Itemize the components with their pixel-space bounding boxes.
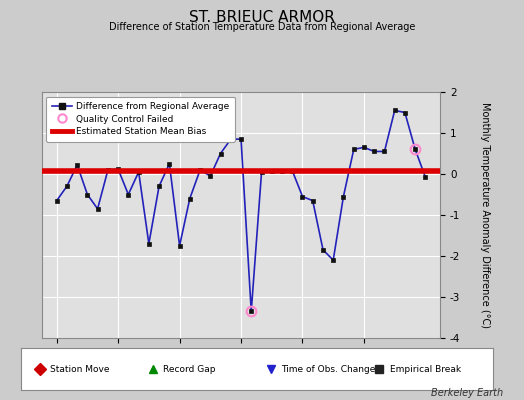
Text: Empirical Break: Empirical Break (390, 364, 461, 374)
Y-axis label: Monthly Temperature Anomaly Difference (°C): Monthly Temperature Anomaly Difference (… (479, 102, 490, 328)
Legend: Difference from Regional Average, Quality Control Failed, Estimated Station Mean: Difference from Regional Average, Qualit… (47, 96, 235, 142)
Text: Record Gap: Record Gap (163, 364, 216, 374)
Text: Time of Obs. Change: Time of Obs. Change (281, 364, 376, 374)
Text: Berkeley Earth: Berkeley Earth (431, 388, 503, 398)
Text: Difference of Station Temperature Data from Regional Average: Difference of Station Temperature Data f… (109, 22, 415, 32)
Text: Station Move: Station Move (50, 364, 110, 374)
Text: ST. BRIEUC ARMOR: ST. BRIEUC ARMOR (189, 10, 335, 25)
